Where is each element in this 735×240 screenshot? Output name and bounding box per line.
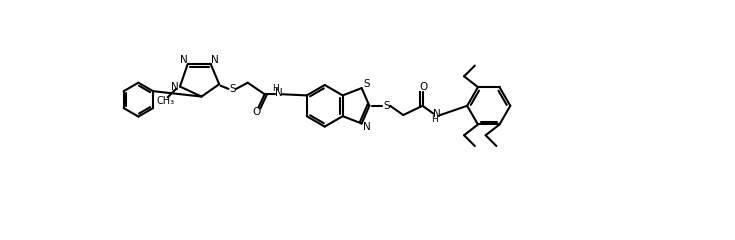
- Text: N: N: [433, 109, 441, 119]
- Text: O: O: [419, 82, 427, 92]
- Text: S: S: [229, 84, 236, 94]
- Text: CH₃: CH₃: [157, 96, 174, 106]
- Text: S: S: [364, 79, 370, 89]
- Text: H: H: [272, 84, 279, 93]
- Text: N: N: [171, 82, 179, 91]
- Text: N: N: [363, 122, 371, 132]
- Text: N: N: [180, 55, 187, 65]
- Text: S: S: [383, 101, 390, 111]
- Text: O: O: [253, 107, 261, 117]
- Text: N: N: [275, 89, 282, 98]
- Text: H: H: [431, 115, 437, 124]
- Text: N: N: [211, 55, 218, 65]
